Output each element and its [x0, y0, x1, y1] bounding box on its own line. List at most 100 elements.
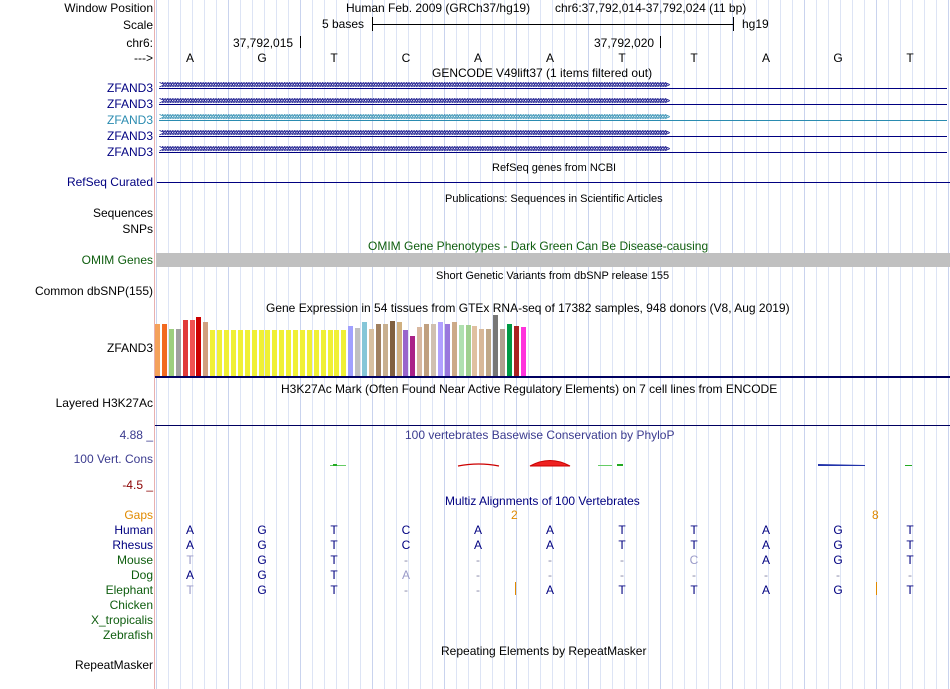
gtex-tissue-bar[interactable] — [168, 329, 174, 376]
gtex-tissue-bar[interactable] — [265, 330, 271, 376]
scale-text: 5 bases — [322, 17, 365, 31]
gtex-tissue-bar[interactable] — [217, 330, 223, 376]
gtex-tissue-bar[interactable] — [493, 315, 499, 376]
sequence-base: A — [185, 51, 194, 65]
gtex-tissue-bar[interactable] — [299, 330, 305, 376]
alignment-base: C — [401, 538, 411, 552]
gtex-tissue-bar[interactable] — [196, 317, 202, 376]
gencode-gene-label[interactable]: ZFAND3 — [106, 145, 153, 159]
multiz-species-label[interactable]: Dog — [130, 568, 153, 582]
gtex-tissue-bar[interactable] — [306, 330, 312, 376]
gtex-tissue-bar[interactable] — [251, 330, 257, 376]
gencode-gene-label[interactable]: ZFAND3 — [106, 97, 153, 111]
gtex-tissue-bar[interactable] — [189, 320, 195, 376]
gtex-tissue-bar[interactable] — [417, 327, 423, 376]
gtex-label[interactable]: ZFAND3 — [106, 341, 153, 355]
multiz-species-label[interactable]: Human — [114, 523, 153, 537]
gtex-title: Gene Expression in 54 tissues from GTEx … — [266, 301, 790, 315]
gtex-tissue-bar[interactable] — [272, 330, 278, 376]
gencode-gene-feature[interactable]: >>>>>>>>>>>>>>>>>>>>>>>>>>>>>>>>>>>>>>>>… — [159, 82, 947, 94]
gencode-gene-feature[interactable]: >>>>>>>>>>>>>>>>>>>>>>>>>>>>>>>>>>>>>>>>… — [159, 146, 947, 158]
gtex-tissue-bar[interactable] — [375, 324, 381, 376]
gtex-tissue-bar[interactable] — [286, 330, 292, 376]
gtex-tissue-bar[interactable] — [479, 329, 485, 376]
multiz-species-label[interactable]: Chicken — [109, 598, 153, 612]
gtex-tissue-bar[interactable] — [279, 330, 285, 376]
multiz-species-label[interactable]: Mouse — [116, 553, 153, 567]
publications-label-snps[interactable]: SNPs — [122, 222, 153, 236]
gtex-tissue-bar[interactable] — [513, 326, 519, 376]
gtex-tissue-bar[interactable] — [182, 320, 188, 376]
coordinate-1: 37,792,015 — [233, 36, 294, 50]
gtex-tissue-bar[interactable] — [237, 330, 243, 376]
conservation-title: 100 vertebrates Basewise Conservation by… — [405, 428, 675, 442]
gtex-tissue-bar[interactable] — [258, 330, 264, 376]
gtex-tissue-bar[interactable] — [175, 329, 181, 376]
gtex-tissue-bar[interactable] — [327, 330, 333, 376]
gtex-tissue-bar[interactable] — [334, 330, 340, 376]
gencode-gene-label[interactable]: ZFAND3 — [106, 129, 153, 143]
gtex-tissue-bar[interactable] — [348, 326, 354, 376]
gtex-tissue-bar[interactable] — [520, 327, 526, 376]
gtex-tissue-bar[interactable] — [362, 322, 367, 376]
gtex-tissue-bar[interactable] — [341, 330, 347, 376]
gtex-tissue-bar[interactable] — [437, 322, 443, 376]
gtex-tissue-bar[interactable] — [161, 324, 167, 376]
gtex-tissue-bar[interactable] — [389, 321, 395, 376]
gtex-tissue-bar[interactable] — [293, 330, 298, 376]
gtex-tissue-bar[interactable] — [244, 330, 250, 376]
position-readout[interactable]: chr6:37,792,014-37,792,024 (11 bp) — [555, 1, 747, 15]
gencode-gene-label[interactable]: ZFAND3 — [106, 113, 153, 127]
gtex-tissue-bar[interactable] — [424, 324, 430, 376]
gtex-tissue-bar[interactable] — [410, 336, 416, 376]
chrom-label: chr6: — [126, 36, 153, 50]
alignment-base: G — [833, 553, 843, 567]
gtex-tissue-bar[interactable] — [506, 324, 512, 376]
gencode-gene-feature[interactable]: >>>>>>>>>>>>>>>>>>>>>>>>>>>>>>>>>>>>>>>>… — [159, 130, 947, 142]
gtex-tissue-bar[interactable] — [224, 330, 229, 376]
gtex-tissue-bar[interactable] — [451, 322, 457, 376]
alignment-base: - — [908, 568, 912, 582]
gencode-gene-feature[interactable]: >>>>>>>>>>>>>>>>>>>>>>>>>>>>>>>>>>>>>>>>… — [159, 98, 947, 110]
h3k27ac-label[interactable]: Layered H3K27Ac — [55, 396, 153, 410]
gtex-tissue-bar[interactable] — [465, 325, 471, 376]
refseq-title: RefSeq genes from NCBI — [492, 162, 617, 174]
grid-line — [792, 0, 793, 689]
publications-label-sequences[interactable]: Sequences — [92, 206, 153, 220]
multiz-species-label[interactable]: Elephant — [105, 583, 153, 597]
gtex-tissue-bar[interactable] — [230, 330, 236, 376]
gtex-tissue-bar[interactable] — [203, 322, 209, 376]
grid-line — [768, 0, 769, 689]
grid-line — [168, 0, 169, 689]
omim-label[interactable]: OMIM Genes — [81, 253, 153, 267]
gtex-tissue-bar[interactable] — [155, 324, 160, 376]
gtex-tissue-bar[interactable] — [210, 330, 216, 376]
gtex-tissue-bar[interactable] — [403, 330, 409, 376]
gencode-gene-feature[interactable]: >>>>>>>>>>>>>>>>>>>>>>>>>>>>>>>>>>>>>>>>… — [159, 114, 947, 126]
alignment-base: T — [690, 523, 698, 537]
gtex-tissue-bar[interactable] — [355, 328, 361, 376]
gtex-tissue-bar[interactable] — [313, 330, 319, 376]
repeatmasker-label[interactable]: RepeatMasker — [74, 658, 153, 672]
multiz-species-label[interactable]: X_tropicalis — [90, 613, 153, 627]
insertion-mark-1 — [515, 582, 516, 595]
gtex-tissue-bar[interactable] — [320, 330, 326, 376]
gtex-tissue-bar[interactable] — [396, 322, 402, 376]
refseq-gene-line[interactable] — [157, 182, 950, 183]
gtex-tissue-bar[interactable] — [486, 329, 492, 376]
conservation-label[interactable]: 100 Vert. Cons — [73, 452, 153, 466]
multiz-species-label[interactable]: Zebrafish — [102, 628, 153, 642]
gtex-tissue-bar[interactable] — [458, 325, 464, 376]
gtex-tissue-bar[interactable] — [431, 324, 436, 376]
gtex-tissue-bar[interactable] — [444, 324, 450, 376]
omim-phenotype-bar[interactable] — [156, 253, 950, 267]
gencode-gene-label[interactable]: ZFAND3 — [106, 81, 153, 95]
gtex-tissue-bar[interactable] — [500, 329, 505, 376]
gtex-tissue-bar[interactable] — [472, 326, 478, 376]
refseq-label[interactable]: RefSeq Curated — [66, 175, 153, 189]
multiz-species-label[interactable]: Rhesus — [112, 538, 153, 552]
dbsnp-label[interactable]: Common dbSNP(155) — [34, 284, 153, 298]
conservation-plot[interactable] — [155, 455, 950, 470]
gtex-tissue-bar[interactable] — [382, 324, 388, 376]
gtex-tissue-bar[interactable] — [368, 329, 374, 376]
